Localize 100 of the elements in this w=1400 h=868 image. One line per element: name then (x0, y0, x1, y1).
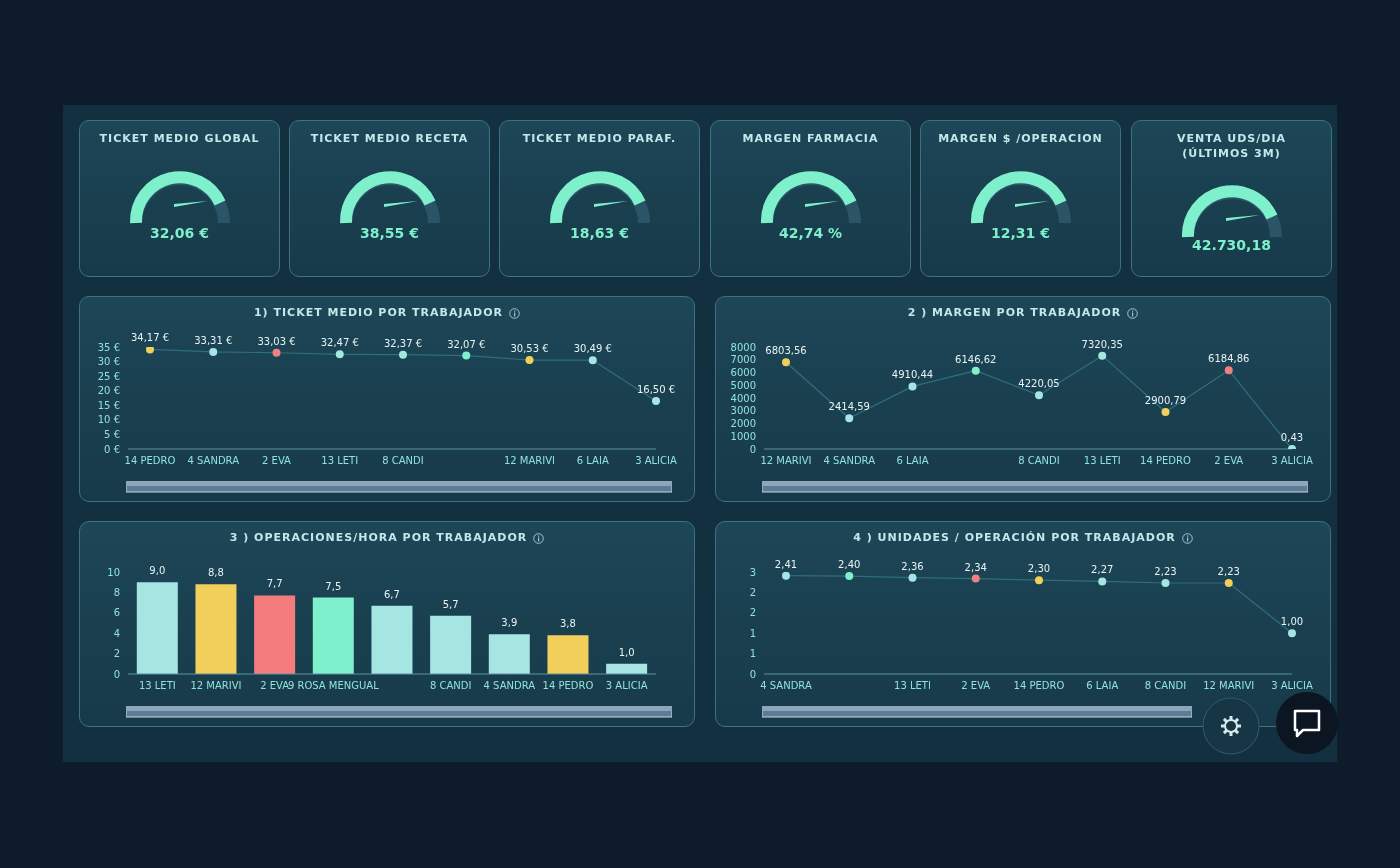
point (146, 347, 154, 354)
y-tick-label: 2 (749, 586, 756, 598)
y-tick-label: 3 (749, 566, 756, 578)
x-tick-label: 12 MARIVI (760, 455, 812, 467)
text: 42,74 % (777, 225, 844, 241)
point (1161, 579, 1170, 588)
data-label: 0,43 (1280, 431, 1304, 443)
point (1098, 577, 1107, 586)
text: 18,63 € (569, 225, 630, 241)
data-label: 4220,05 (1018, 378, 1060, 390)
data-label: 2,30 (1027, 563, 1051, 575)
x-tick-label: 13 LETI (321, 455, 359, 467)
data-label: 1,00 (1280, 616, 1304, 628)
data-label: 6803,56 (765, 345, 807, 357)
data-label: 2,36 (901, 560, 924, 572)
chart-title: 1) TICKET MEDIO POR TRABAJADOR (252, 306, 505, 319)
point (845, 572, 854, 581)
y-tick-label: 6000 (730, 367, 756, 379)
x-tick-label: 9 ROSA MENGUAL (287, 680, 380, 692)
data-label: 6,7 (384, 588, 400, 600)
data-label: 6184,86 (1208, 353, 1250, 365)
point (971, 366, 980, 375)
point (335, 350, 344, 359)
x-tick-label: 4 SANDRA (823, 455, 876, 467)
y-tick-label: 1 (749, 627, 756, 639)
y-tick-label: 0 (749, 443, 756, 455)
bar (488, 634, 530, 674)
data-label: 30,53 € (510, 343, 549, 355)
data-label: 33,03 € (257, 335, 296, 347)
bar (136, 582, 178, 674)
x-tick-label: 8 CANDI (382, 455, 424, 467)
x-tick-label: 13 LETI (138, 680, 176, 692)
data-label: 8,8 (208, 567, 224, 579)
x-tick-label: 13 LETI (1083, 455, 1121, 467)
point (782, 572, 790, 580)
point (399, 350, 407, 359)
data-label: 2,23 (1217, 566, 1240, 578)
point (1161, 408, 1170, 417)
y-tick-label: 4000 (730, 392, 756, 404)
text: 12,31 € (990, 225, 1051, 241)
point (1035, 576, 1043, 585)
x-tick-label: 3 ALICIA (1271, 680, 1313, 692)
data-label: 32,37 € (383, 337, 423, 349)
x-tick-label: 6 LAIA (896, 455, 929, 467)
x-tick-label: 12 MARIVI (190, 680, 242, 692)
point (272, 348, 281, 357)
y-tick-label: 7000 (730, 354, 756, 366)
point (525, 356, 534, 365)
y-tick-label: 0 € (104, 443, 120, 455)
x-tick-label: 13 LETI (894, 680, 931, 692)
point (845, 414, 854, 423)
x-tick-label: 4 SANDRA (483, 680, 536, 692)
data-label: 2,23 (1154, 566, 1177, 578)
point (588, 356, 597, 365)
y-tick-label: 20 € (97, 385, 120, 397)
x-tick-label: 14 PEDRO (542, 680, 594, 692)
bar (195, 584, 237, 674)
data-label: 2414,59 (828, 401, 870, 413)
point (782, 358, 790, 367)
point (652, 396, 660, 405)
data-label: 2,40 (838, 559, 861, 571)
point (908, 573, 917, 582)
point (209, 347, 218, 356)
x-tick-label: 2 EVA (260, 680, 290, 692)
data-label: 2,41 (774, 558, 798, 570)
x-tick-label: 2 EVA (1214, 455, 1244, 467)
bar (371, 605, 413, 674)
x-tick-label: 2 EVA (961, 680, 991, 692)
y-tick-label: 5 € (104, 428, 120, 440)
chart-title: 2 ) MARGEN POR TRABAJADOR (906, 306, 1123, 319)
bar (312, 597, 354, 674)
point (1288, 629, 1296, 638)
data-label: 16,50 € (636, 383, 676, 395)
y-tick-label: 8000 (730, 341, 756, 353)
x-tick-label: 12 MARIVI (503, 455, 556, 467)
data-label: 4910,44 (891, 369, 934, 381)
text: TICKET MEDIO GLOBAL (98, 131, 261, 146)
point (908, 382, 917, 391)
y-tick-label: 2000 (730, 418, 756, 430)
x-tick-label: 4 SANDRA (760, 680, 812, 692)
point (1035, 391, 1043, 400)
point (1098, 351, 1107, 360)
data-label: 7320,35 (1081, 338, 1123, 350)
y-tick-label: 15 € (97, 399, 120, 411)
y-tick-label: 10 (107, 566, 120, 578)
text: VENTA UDS/DIA (ÚLTIMOS 3M) (1176, 131, 1287, 161)
data-label: 6146,62 (955, 353, 997, 365)
x-tick-label: 6 LAIA (576, 455, 609, 467)
data-label: 2,34 (964, 561, 987, 573)
y-tick-label: 25 € (97, 370, 120, 382)
data-label: 32,07 € (447, 338, 486, 350)
x-tick-label: 6 LAIA (1086, 680, 1119, 692)
data-label: 7,7 (266, 578, 283, 590)
data-label: 3,8 (560, 618, 576, 630)
text: MARGEN $ /OPERACION (937, 131, 1104, 146)
text: TICKET MEDIO RECETA (309, 131, 470, 146)
bar (254, 595, 296, 674)
x-tick-label: 14 PEDRO (1140, 455, 1192, 467)
x-tick-label: 8 CANDI (1144, 680, 1187, 692)
x-tick-label: 8 CANDI (429, 680, 472, 692)
